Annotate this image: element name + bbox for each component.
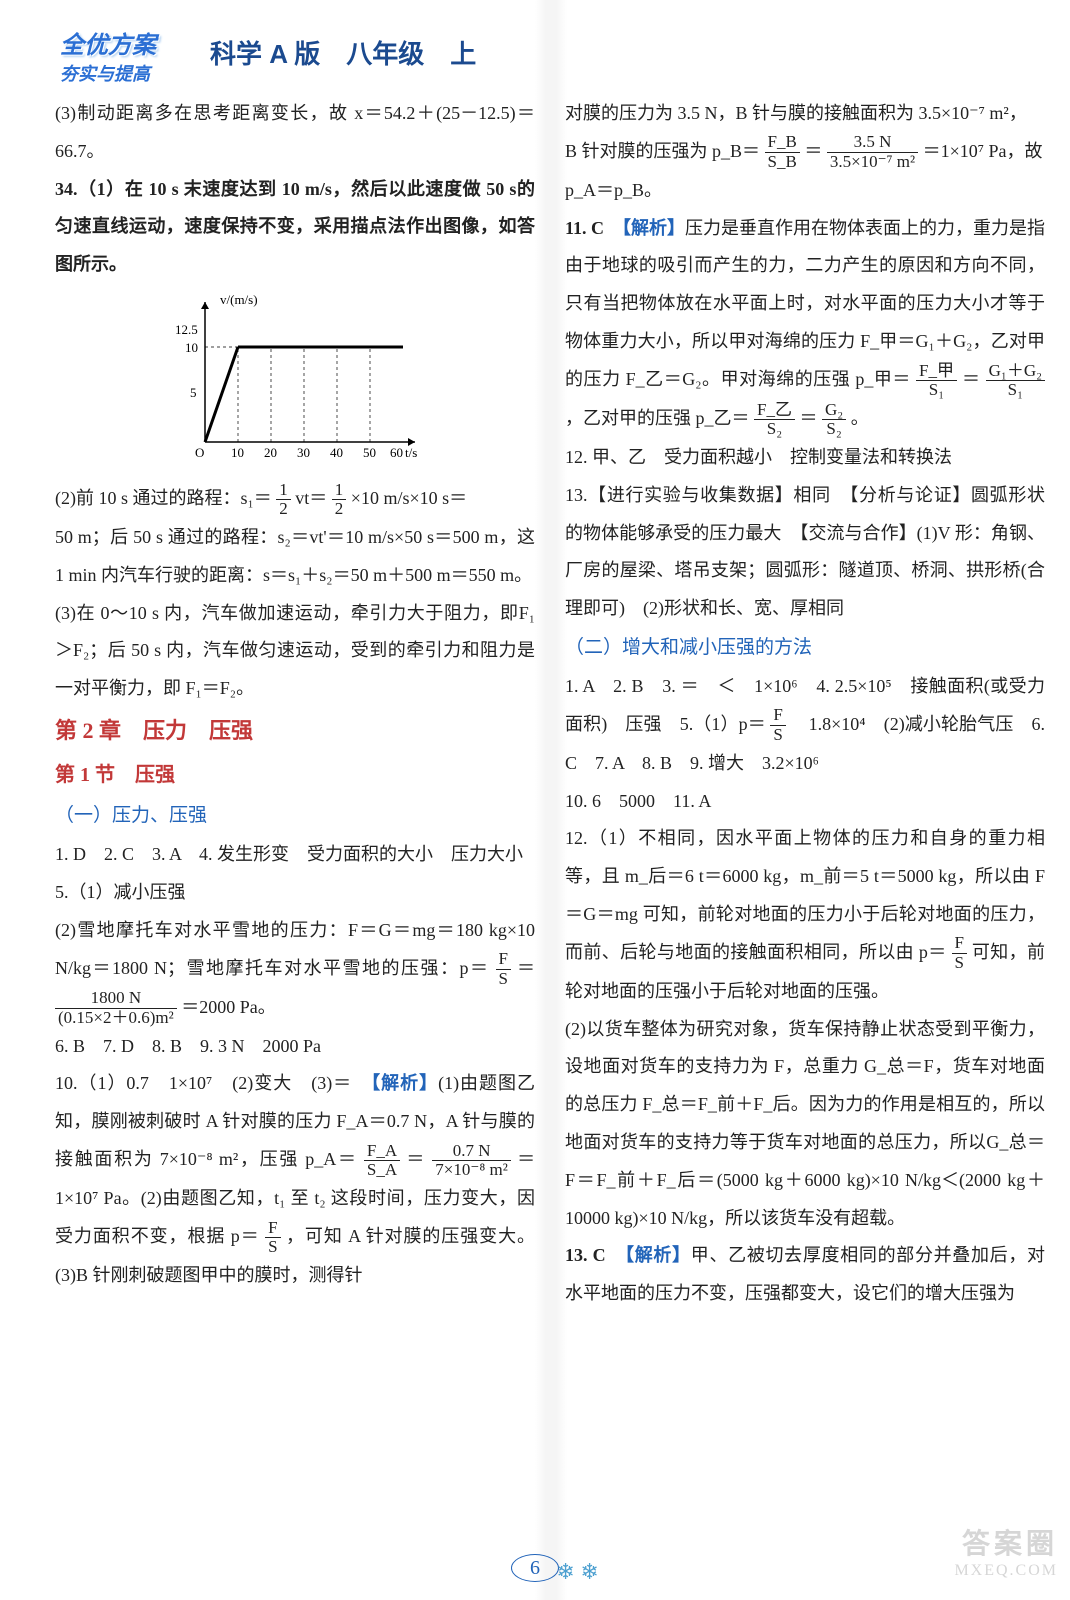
text-block: 34.（1）在 10 s 末速度达到 10 m/s，然后以此速度做 50 s的匀… (55, 171, 535, 284)
watermark-cn: 答案圈 (954, 1522, 1058, 1562)
text-block: p_A＝p_B。 (565, 172, 1045, 210)
svg-text:40: 40 (330, 445, 343, 460)
text-block: 10. 6 5000 11. A (565, 783, 1045, 821)
header-title: 科学 A 版 八年级 上 (210, 34, 476, 71)
text-block: (2)以货车整体为研究对象，货车保持静止状态受到平衡力，设地面对货车的支持力为 … (565, 1011, 1045, 1238)
text-block: (2)前 10 s 通过的路程：s₁＝ 12 vt＝ 12 ×10 m/s×10… (55, 480, 535, 519)
watermark: 答案圈 MXEQ.COM (954, 1522, 1058, 1580)
text-block: 1. D 2. C 3. A 4. 发生形变 受力面积的大小 压力大小 (55, 836, 535, 874)
svg-text:O: O (195, 445, 204, 460)
text-block: 11. C 【解析】压力是垂直作用在物体表面上的力，重力是指由于地球的吸引而产生… (565, 210, 1045, 439)
text-block: 6. B 7. D 8. B 9. 3 N 2000 Pa (55, 1028, 535, 1066)
text-block: 5.（1）减小压强 (55, 874, 535, 912)
text-block: 10.（1）0.7 1×10⁷ (2)变大 (3)＝ 【解析】(1)由题图乙知，… (55, 1065, 535, 1294)
left-column: (3)制动距离多在思考距离变长，故 x＝54.2＋(25－12.5)＝66.7。… (55, 95, 535, 1515)
svg-text:12.5: 12.5 (175, 322, 198, 337)
decoration-icon: ❄ ❄ (556, 1559, 598, 1585)
svg-text:50: 50 (363, 445, 376, 460)
text-block: 12. 甲、乙 受力面积越小 控制变量法和转换法 (565, 439, 1045, 477)
brand-logo: 全优方案 夯实与提高 (60, 25, 200, 80)
section-title: 第 1 节 压强 (55, 754, 535, 796)
page-header: 全优方案 夯实与提高 科学 A 版 八年级 上 (60, 25, 476, 80)
page-number: 6 (511, 1557, 559, 1580)
text-block: 13.【进行实验与收集数据】相同 【分析与论证】圆弧形状的物体能够承受的压力最大… (565, 477, 1045, 628)
right-column: 对膜的压力为 3.5 N，B 针与膜的接触面积为 3.5×10⁻⁷ m²， B … (565, 95, 1045, 1515)
logo-bottom-text: 夯实与提高 (60, 60, 200, 86)
watermark-url: MXEQ.COM (954, 1562, 1058, 1580)
content-columns: (3)制动距离多在思考距离变长，故 x＝54.2＋(25－12.5)＝66.7。… (55, 95, 1045, 1515)
text-block: B 针对膜的压强为 p_B＝ F_BS_B ＝ 3.5 N3.5×10⁻⁷ m²… (565, 133, 1045, 172)
svg-text:60: 60 (390, 445, 403, 460)
text-block: 13. C 【解析】甲、乙被切去厚度相同的部分并叠加后，对水平地面的压力不变，压… (565, 1237, 1045, 1313)
velocity-time-graph: v/(m/s) t/s 12.5 10 5 O 10 20 30 40 50 6… (165, 292, 425, 472)
text-block: 50 m；后 50 s 通过的路程：s₂＝vt'＝10 m/s×50 s＝500… (55, 519, 535, 595)
svg-text:20: 20 (264, 445, 277, 460)
svg-text:10: 10 (185, 340, 198, 355)
subsection-title: （二）增大和减小压强的方法 (565, 628, 1045, 668)
text-block: (2)雪地摩托车对水平雪地的压力：F＝G＝mg＝180 kg×10 N/kg＝1… (55, 912, 535, 1028)
subsection-title: （一）压力、压强 (55, 796, 535, 836)
text-block: 12.（1）不相同，因水平面上物体的压力和自身的重力相等，且 m_后＝6 t＝6… (565, 820, 1045, 1010)
text-block: 对膜的压力为 3.5 N，B 针与膜的接触面积为 3.5×10⁻⁷ m²， (565, 95, 1045, 133)
text-block: (3)制动距离多在思考距离变长，故 x＝54.2＋(25－12.5)＝66.7。 (55, 95, 535, 171)
svg-text:v/(m/s): v/(m/s) (220, 292, 258, 307)
svg-text:5: 5 (190, 385, 197, 400)
chapter-title: 第 2 章 压力 压强 (55, 708, 535, 754)
text-block: (3)在 0～10 s 内，汽车做加速运动，牵引力大于阻力，即F₁＞F₂；后 5… (55, 595, 535, 708)
text-block: 1. A 2. B 3. ＝ ＜ 1×10⁶ 4. 2.5×10⁵ 接触面积(或… (565, 668, 1045, 783)
svg-text:30: 30 (297, 445, 310, 460)
svg-text:t/s: t/s (405, 445, 417, 460)
logo-top-text: 全优方案 (60, 25, 200, 60)
svg-text:10: 10 (231, 445, 244, 460)
